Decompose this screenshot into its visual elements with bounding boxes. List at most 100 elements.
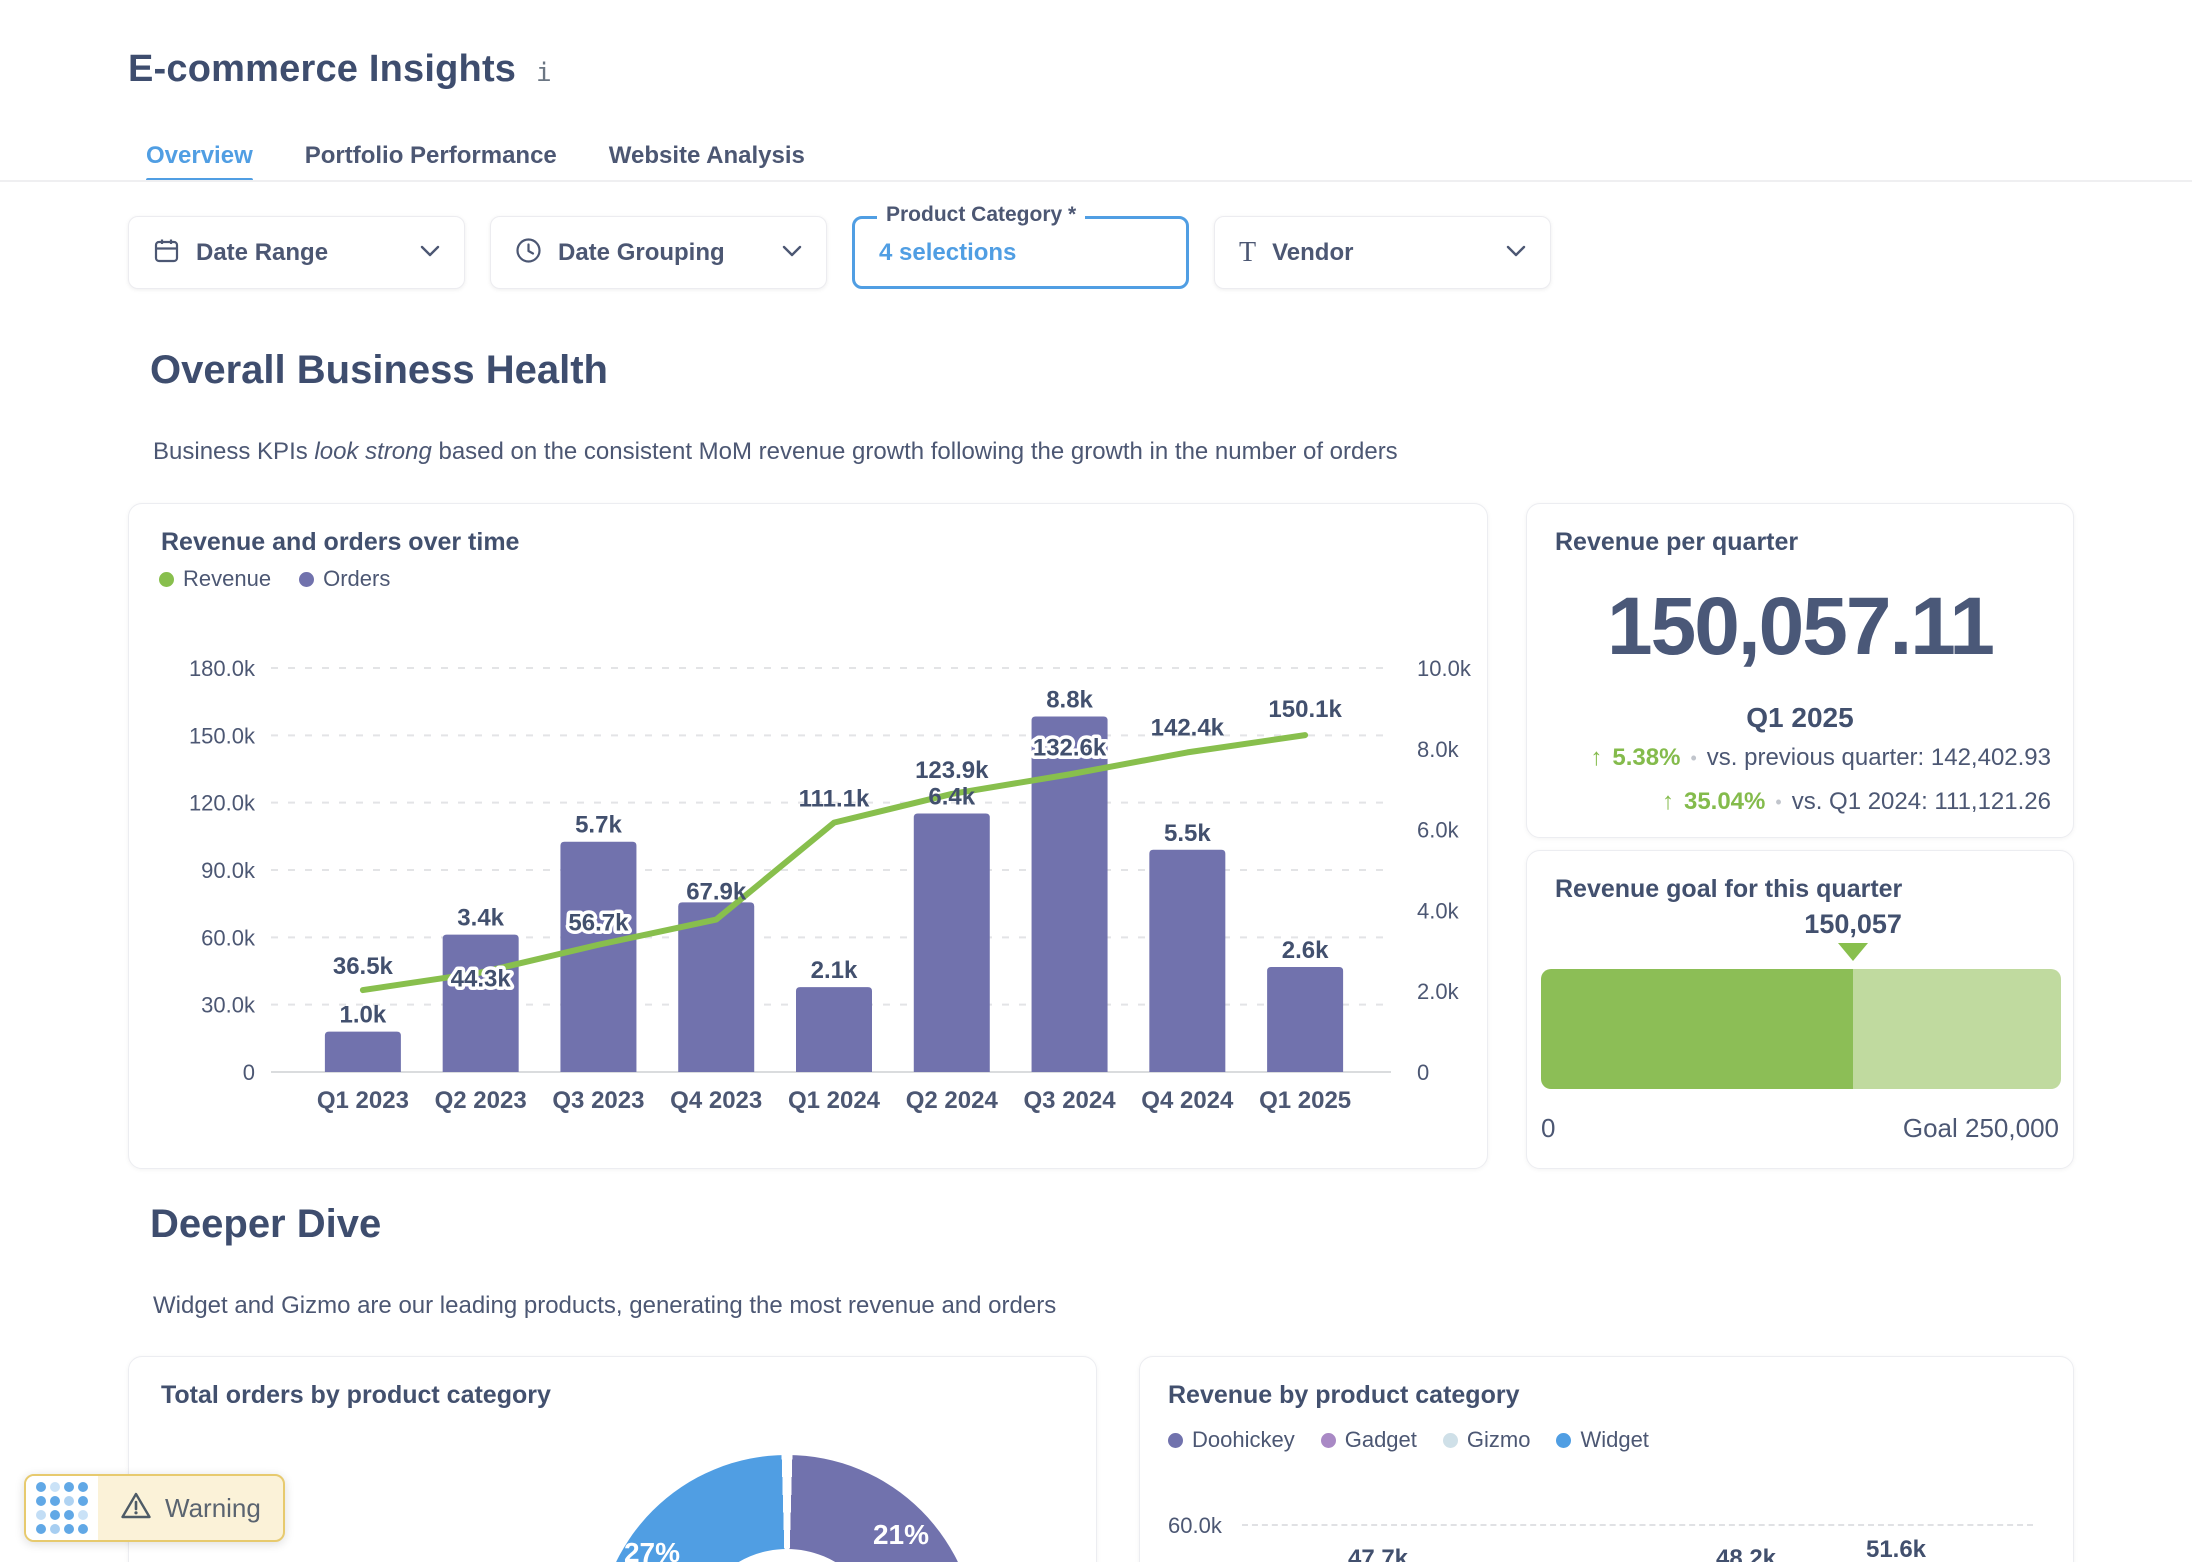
filter-label: Vendor xyxy=(1272,238,1354,266)
left-axis-tick: 30.0k xyxy=(201,993,256,1018)
kpi-comparison-previous-quarter: ↑ 5.38% • vs. previous quarter: 142,402.… xyxy=(1590,744,2051,772)
logo-dot xyxy=(78,1496,88,1506)
section-heading-deeper-dive: Deeper Dive xyxy=(150,1202,382,1246)
x-axis-label: Q3 2024 xyxy=(1024,1087,1117,1114)
bar-value-label: 2.6k xyxy=(1282,937,1329,964)
legend-dot xyxy=(159,571,174,587)
vendor-filter[interactable]: T Vendor xyxy=(1214,216,1551,289)
info-icon[interactable]: i xyxy=(536,58,552,88)
dot-separator: • xyxy=(1690,747,1697,768)
logo-dot xyxy=(36,1524,46,1534)
card-revenue-by-category: Revenue by product category Doohickey Ga… xyxy=(1139,1356,2074,1562)
legend-item-revenue[interactable]: Revenue xyxy=(159,566,271,592)
y-axis-tick: 60.0k xyxy=(1168,1513,1222,1538)
tab-portfolio-performance[interactable]: Portfolio Performance xyxy=(304,142,557,169)
right-axis-tick: 4.0k xyxy=(1417,898,1460,923)
legend-item-doohickey[interactable]: Doohickey xyxy=(1168,1427,1295,1453)
legend-item-gadget[interactable]: Gadget xyxy=(1320,1427,1417,1453)
legend-item-gizmo[interactable]: Gizmo xyxy=(1442,1427,1531,1453)
order-bar[interactable] xyxy=(678,902,755,1072)
filter-float-label: Product Category * xyxy=(877,203,1086,227)
legend-item-widget[interactable]: Widget xyxy=(1556,1427,1649,1453)
chevron-down-icon xyxy=(782,244,802,262)
goal-progress-fill xyxy=(1541,969,1854,1089)
tab-website-analysis[interactable]: Website Analysis xyxy=(608,142,805,169)
legend-label: Gizmo xyxy=(1466,1427,1531,1452)
comparison-percent: 5.38% xyxy=(1612,744,1681,771)
comparison-text: vs. previous quarter: 142,402.93 xyxy=(1706,744,2051,771)
warning-chip-body: Warning xyxy=(98,1476,283,1540)
chevron-down-icon xyxy=(420,244,440,262)
kpi-comparison-year-ago: ↑ 35.04% • vs. Q1 2024: 111,121.26 xyxy=(1662,788,2051,816)
logo-dot xyxy=(64,1482,74,1492)
warning-chip[interactable]: Warning xyxy=(24,1474,285,1542)
left-axis-tick: 150.0k xyxy=(189,723,256,748)
legend-dot xyxy=(1556,1432,1572,1448)
x-axis-label: Q2 2024 xyxy=(906,1087,999,1114)
legend-label: Gadget xyxy=(1344,1427,1417,1452)
section-text-health: Business KPIs look strong based on the c… xyxy=(153,438,1398,466)
tabs-divider xyxy=(0,180,2192,182)
logo-dot xyxy=(78,1510,88,1520)
text-run: Business KPIs xyxy=(153,438,315,465)
order-bar[interactable] xyxy=(1267,966,1344,1072)
section-heading-overall-business-health: Overall Business Health xyxy=(150,348,608,392)
left-axis-tick: 0 xyxy=(243,1060,255,1085)
order-bar[interactable] xyxy=(913,813,990,1072)
kpi-title: Revenue per quarter xyxy=(1555,528,1799,556)
goal-progress-bar[interactable] xyxy=(1541,969,2061,1089)
logo-dot xyxy=(78,1482,88,1492)
date-range-filter[interactable]: Date Range xyxy=(128,216,465,289)
date-grouping-filter[interactable]: Date Grouping xyxy=(490,216,827,289)
card-revenue-and-orders: Revenue and orders over time Revenue Ord… xyxy=(128,503,1488,1169)
line-value-label: 44.3k xyxy=(451,966,512,993)
legend-dot xyxy=(1442,1432,1458,1448)
legend-item-orders[interactable]: Orders xyxy=(299,566,390,592)
donut-slice-label-doohickey: 21% xyxy=(872,1519,930,1550)
order-bar[interactable] xyxy=(324,1031,401,1072)
logo-dot xyxy=(36,1496,46,1506)
logo-dot xyxy=(36,1510,46,1520)
left-axis-tick: 180.0k xyxy=(189,656,256,681)
combo-chart[interactable]: 0 30.0k 60.0k 90.0k 120.0k 150.0k 180.0k 0 2.0k 4… xyxy=(129,504,1489,1170)
goal-axis: 0 Goal 250,000 xyxy=(1541,1113,2059,1144)
bar-value-label: 1.0k xyxy=(340,1002,387,1029)
order-bar[interactable] xyxy=(1149,849,1226,1072)
logo-dot xyxy=(64,1496,74,1506)
bar-value-label: 5.7k xyxy=(575,812,622,839)
bar-value-label: 8.8k xyxy=(1046,686,1093,713)
bar-value-label: 48.2k xyxy=(1715,1545,1777,1562)
legend-label: Widget xyxy=(1580,1427,1649,1452)
filter-label: Date Range xyxy=(196,238,329,266)
dot-grid-logo xyxy=(26,1476,98,1540)
right-axis-tick: 6.0k xyxy=(1417,818,1460,843)
order-bar[interactable] xyxy=(442,934,519,1072)
chevron-down-icon xyxy=(1506,244,1526,262)
dot-separator: • xyxy=(1775,791,1782,812)
line-value-label: 36.5k xyxy=(333,953,394,980)
legend-dot xyxy=(299,571,315,587)
goal-axis-min: 0 xyxy=(1541,1113,1556,1143)
legend-dot xyxy=(1320,1432,1336,1448)
bar-value-label: 47.7k xyxy=(1347,1545,1409,1562)
order-bar[interactable] xyxy=(1031,716,1108,1072)
calendar-icon xyxy=(153,237,180,269)
up-arrow-icon: ↑ xyxy=(1590,744,1603,771)
legend-label: Doohickey xyxy=(1192,1427,1295,1452)
goal-current-value: 150,057 xyxy=(1804,909,1902,939)
bar-value-label: 5.5k xyxy=(1164,820,1211,847)
card-revenue-per-quarter: Revenue per quarter 150,057.11 Q1 2025 ↑… xyxy=(1526,503,2074,838)
logo-dot xyxy=(50,1496,60,1506)
product-category-filter[interactable]: Product Category * 4 selections xyxy=(852,203,1189,289)
logo-dot xyxy=(50,1510,60,1520)
bar-value-label: 51.6k xyxy=(1865,1536,1927,1562)
logo-dot xyxy=(50,1524,60,1534)
logo-dot xyxy=(36,1482,46,1492)
filter-label: Date Grouping xyxy=(558,238,725,266)
revenue-line[interactable] xyxy=(359,732,1309,994)
tab-overview[interactable]: Overview xyxy=(146,142,253,182)
order-bar[interactable] xyxy=(560,841,637,1072)
order-bar[interactable] xyxy=(796,987,872,1072)
chart-legend: Revenue Orders xyxy=(159,566,390,592)
chart-title: Total orders by product category xyxy=(161,1381,551,1409)
